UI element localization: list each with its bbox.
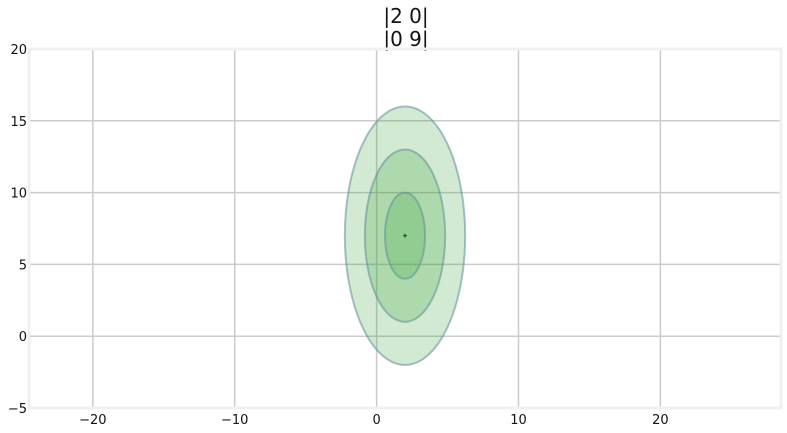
y-tick-label: 15 xyxy=(10,115,27,130)
y-tick-label: 20 xyxy=(10,43,27,58)
x-tick-label: −20 xyxy=(79,413,106,428)
x-tick-label: 10 xyxy=(510,413,527,428)
y-tick-label: −5 xyxy=(8,402,27,417)
x-tick-label: 0 xyxy=(372,413,380,428)
x-tick-label: −10 xyxy=(221,413,248,428)
chart-title-line-2: |0 9| xyxy=(383,27,428,51)
x-tick-label: 20 xyxy=(652,413,669,428)
mean-marker-group xyxy=(403,233,407,238)
y-tick-label: 0 xyxy=(19,330,27,345)
y-tick-label: 5 xyxy=(19,258,27,273)
x-axis-ticks: −20 −10 0 10 20 xyxy=(79,413,669,428)
y-axis-ticks: −5 0 5 10 15 20 xyxy=(8,43,27,417)
plot-frame xyxy=(27,47,783,410)
y-tick-label: 10 xyxy=(10,187,27,202)
chart-title-line-1: |2 0| xyxy=(383,4,428,28)
